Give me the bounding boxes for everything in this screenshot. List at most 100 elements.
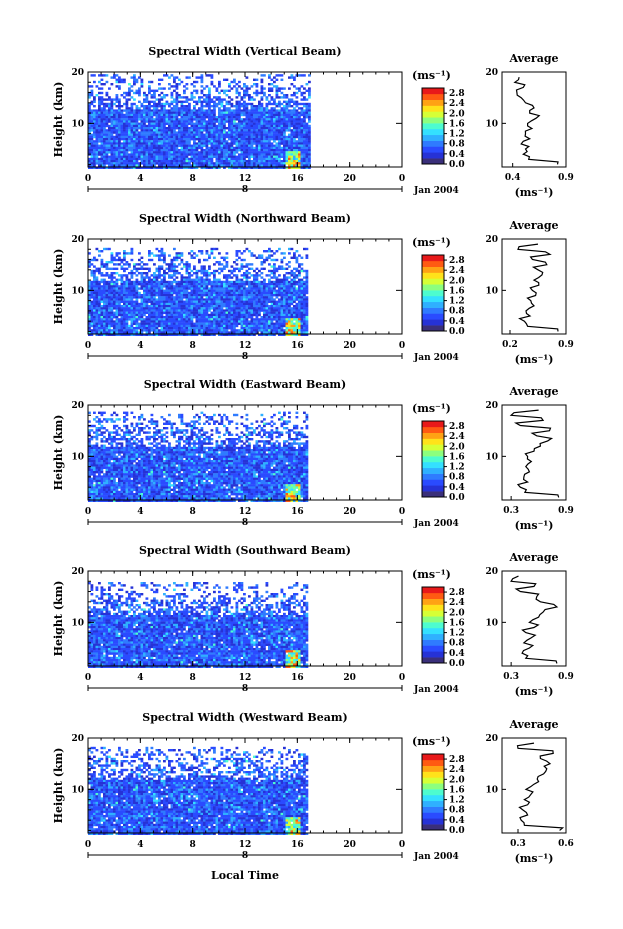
heatmap-cell: [265, 111, 269, 114]
heatmap-cell: [298, 87, 301, 90]
heatmap-cell: [303, 124, 306, 128]
heatmap-cell: [240, 309, 244, 312]
heatmap-cell: [220, 109, 224, 112]
heatmap-cell: [255, 291, 259, 295]
heatmap-cell: [270, 144, 274, 147]
heatmap-cell: [118, 155, 121, 158]
heatmap-cell: [148, 85, 151, 88]
heatmap-cell: [180, 113, 184, 117]
heatmap-cell: [150, 120, 154, 123]
heatmap-cell: [163, 131, 166, 134]
heatmap-cell: [278, 122, 281, 125]
heatmap-cell: [260, 85, 264, 88]
heatmap-cell: [175, 305, 179, 308]
heatmap-cell: [290, 129, 294, 132]
heatmap-cell: [200, 138, 204, 141]
heatmap-cell: [185, 283, 189, 286]
heatmap-cell: [110, 313, 114, 317]
heatmap-cell: [100, 278, 104, 281]
heatmap-cell: [295, 140, 299, 143]
heatmap-cell: [140, 261, 144, 264]
heatmap-cell: [110, 267, 114, 270]
heatmap-cell: [193, 105, 196, 108]
heatmap-cell: [180, 289, 184, 292]
heatmap-cell: [143, 263, 146, 266]
heatmap-cell: [268, 138, 271, 141]
heatmap-cell: [260, 120, 264, 123]
heatmap-cell: [198, 283, 201, 286]
heatmap-cell: [143, 142, 146, 145]
heatmap-cell: [158, 111, 161, 114]
heatmap-cell: [93, 256, 96, 259]
heatmap-cell: [138, 252, 141, 255]
heatmap-cell: [243, 283, 246, 286]
heatmap-cell: [300, 300, 304, 303]
heatmap-cell: [220, 102, 224, 106]
heatmap-cell: [295, 294, 299, 297]
heatmap-cell: [100, 160, 104, 163]
heatmap-cell: [125, 278, 129, 281]
heatmap-cell: [135, 162, 139, 165]
heatmap-cell: [220, 289, 224, 292]
heatmap-cell: [208, 151, 211, 154]
heatmap-cell: [180, 285, 184, 288]
heatmap-cell: [200, 311, 204, 314]
heatmap-cell: [180, 280, 184, 284]
heatmap-cell: [168, 127, 171, 130]
heatmap-cell: [183, 302, 186, 306]
heatmap-cell: [225, 313, 229, 317]
heatmap-cell: [103, 296, 106, 299]
heatmap-cell: [133, 122, 136, 125]
heatmap-cell: [138, 89, 141, 92]
heatmap-cell: [120, 135, 124, 139]
heatmap-cell: [138, 267, 141, 270]
heatmap-cell: [105, 80, 109, 84]
heatmap-cell: [195, 311, 199, 314]
heatmap-cell: [300, 91, 304, 95]
heatmap-cell: [185, 265, 189, 268]
heatmap-cell: [153, 155, 156, 158]
heatmap-cell: [110, 294, 114, 297]
heatmap-cell: [128, 278, 131, 281]
heatmap-cell: [250, 127, 254, 130]
heatmap-cell: [223, 127, 226, 130]
heatmap-cell: [108, 261, 111, 264]
heatmap-cell: [118, 146, 121, 150]
heatmap-cell: [250, 102, 254, 106]
heatmap-cell: [105, 272, 109, 275]
heatmap-cell: [130, 258, 134, 262]
heatmap-cell: [185, 164, 189, 167]
heatmap-cell: [230, 138, 234, 141]
heatmap-cell: [250, 166, 254, 169]
heatmap-cell: [120, 274, 124, 277]
heatmap-cell: [295, 111, 299, 114]
heatmap-cell: [185, 272, 189, 275]
heatmap-cell: [205, 100, 209, 103]
heatmap-cell: [158, 283, 161, 286]
heatmap-cell: [208, 131, 211, 134]
heatmap-cell: [238, 124, 241, 128]
heatmap-cell: [190, 149, 194, 152]
heatmap-cell: [258, 311, 261, 314]
heatmap-cell: [208, 105, 211, 108]
heatmap-cell: [125, 105, 129, 108]
heatmap-cell: [213, 313, 216, 317]
heatmap-cell: [245, 109, 249, 112]
heatmap-cell: [158, 94, 161, 97]
heatmap-cell: [270, 96, 274, 99]
heatmap-cell: [138, 116, 141, 119]
heatmap-cell: [138, 151, 141, 154]
heatmap-cell: [108, 96, 111, 99]
heatmap-cell: [155, 122, 159, 125]
heatmap-cell: [308, 146, 311, 150]
heatmap-cell: [265, 291, 269, 295]
heatmap-cell: [133, 113, 136, 117]
heatmap-cell: [185, 96, 189, 99]
heatmap-cell: [273, 160, 276, 163]
heatmap-cell: [303, 116, 306, 119]
heatmap-cell: [295, 291, 299, 295]
heatmap-cell: [215, 140, 219, 143]
heatmap-cell: [108, 247, 111, 251]
heatmap-cell: [175, 291, 179, 295]
heatmap-cell: [160, 122, 164, 125]
